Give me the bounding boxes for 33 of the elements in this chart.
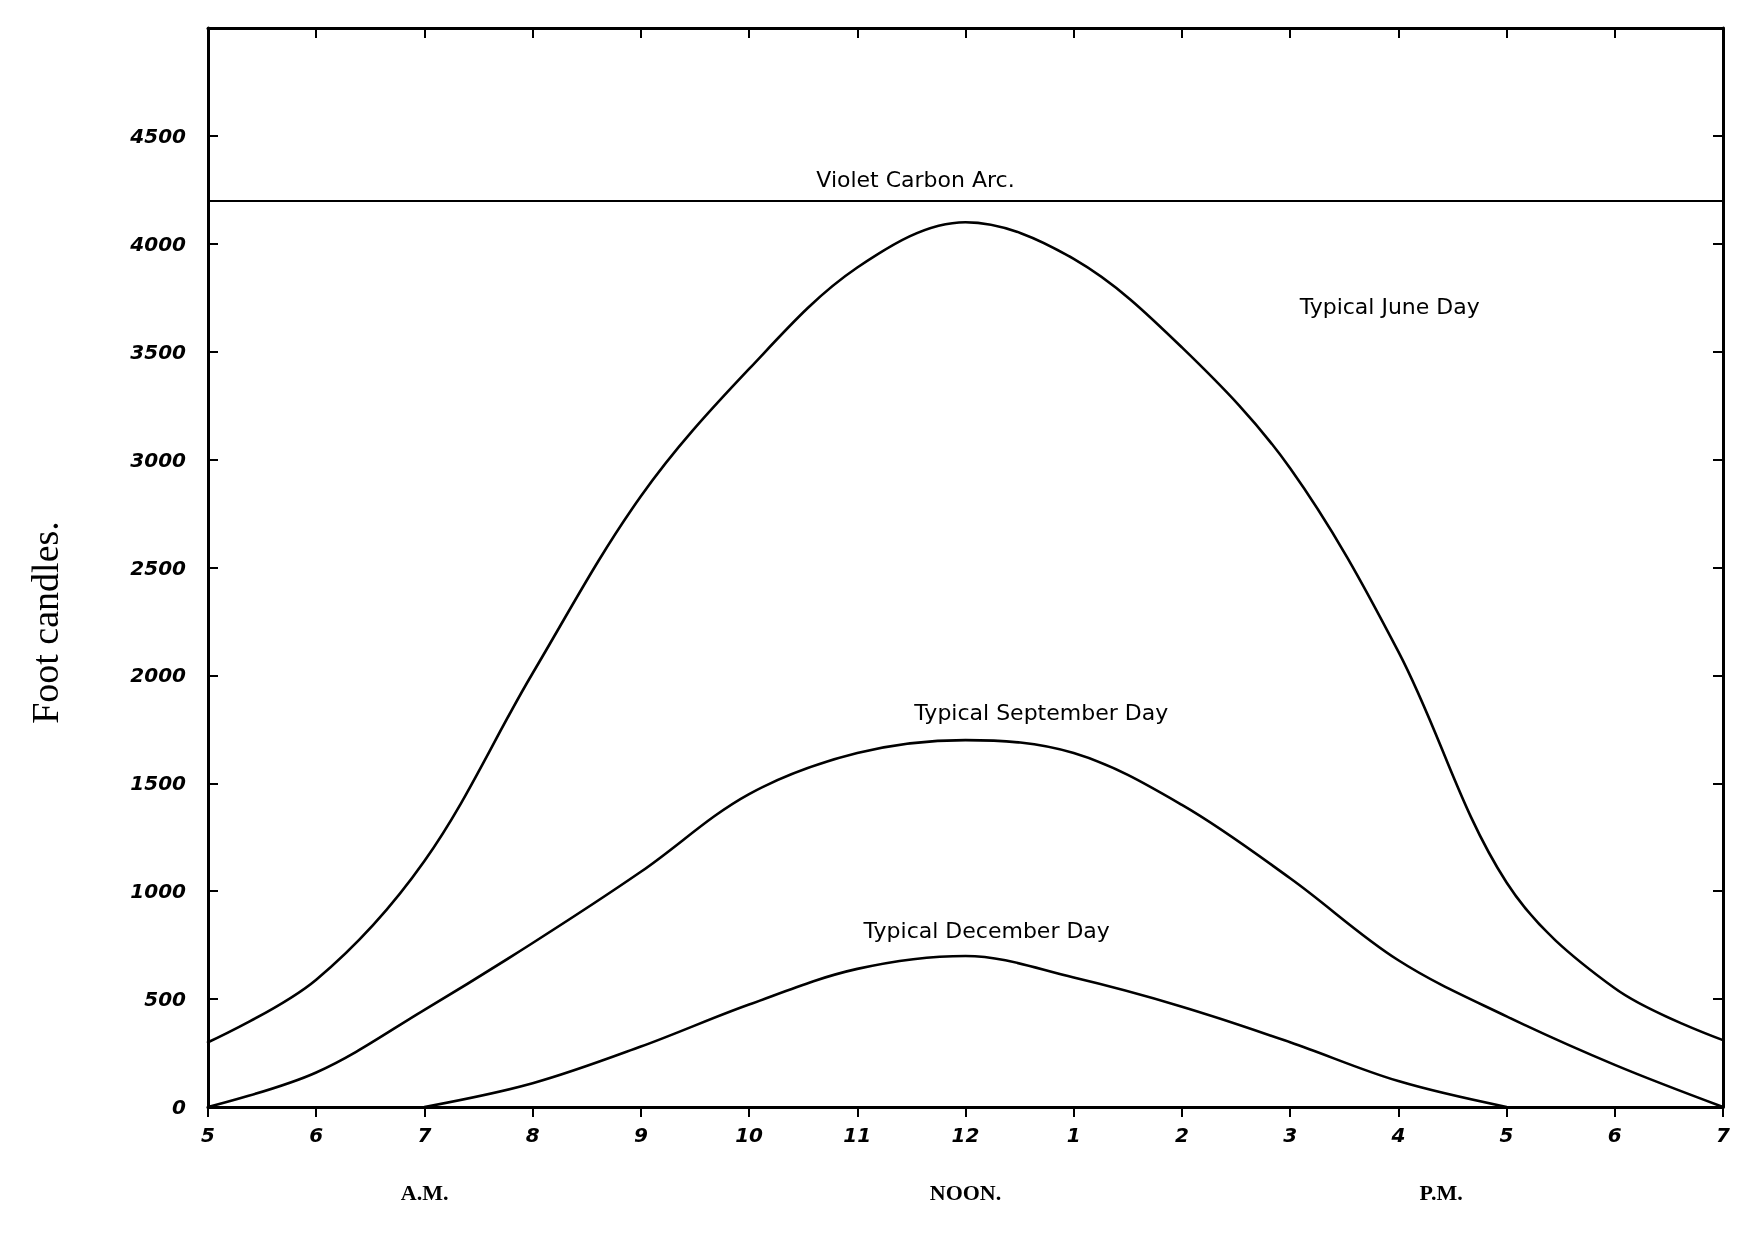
x-tick-label: 4 [1390,1123,1406,1147]
text: A.M. [400,1179,449,1205]
x-tick-label: 7 [417,1123,432,1147]
x-tick-label: 9 [633,1123,648,1147]
x-tick-label: 5 [201,1123,215,1147]
x-tick-label: 1 [1066,1123,1081,1147]
y-tick-label: 3000 [130,447,187,472]
text: NOON. [929,1179,1002,1205]
annotation: Typical December Day [862,917,1110,943]
y-tick-label: 500 [144,987,187,1012]
y-tick-label: 3500 [130,339,187,364]
x-tick-label: 12 [951,1123,980,1147]
x-tick-label: 6 [1607,1123,1622,1147]
y-tick-label: 4500 [129,123,187,148]
ref-line-label: Violet Carbon Arc. [816,167,1015,193]
x-tick-label: 10 [735,1123,764,1147]
x-tick-label: 8 [525,1123,540,1147]
x-tick-label: 5 [1499,1123,1514,1147]
x-tick-label: 2 [1174,1123,1189,1147]
annotation: Typical September Day [913,699,1169,725]
x-tick-label: 7 [1716,1123,1731,1147]
y-tick-label: 4000 [129,231,187,256]
y-tick-label: 0 [172,1095,187,1119]
y-axis-title: Foot candles. [24,521,66,724]
x-tick-label: 11 [843,1123,872,1147]
y-tick-label: 1500 [130,771,187,796]
y-tick-label: 2500 [130,555,187,580]
text: P.M. [1419,1179,1463,1205]
y-tick-label: 2000 [130,663,187,688]
x-tick-label: 3 [1283,1123,1298,1147]
y-tick-label: 1000 [130,879,187,904]
x-tick-label: 6 [309,1123,324,1147]
annotation: Typical June Day [1298,293,1480,319]
